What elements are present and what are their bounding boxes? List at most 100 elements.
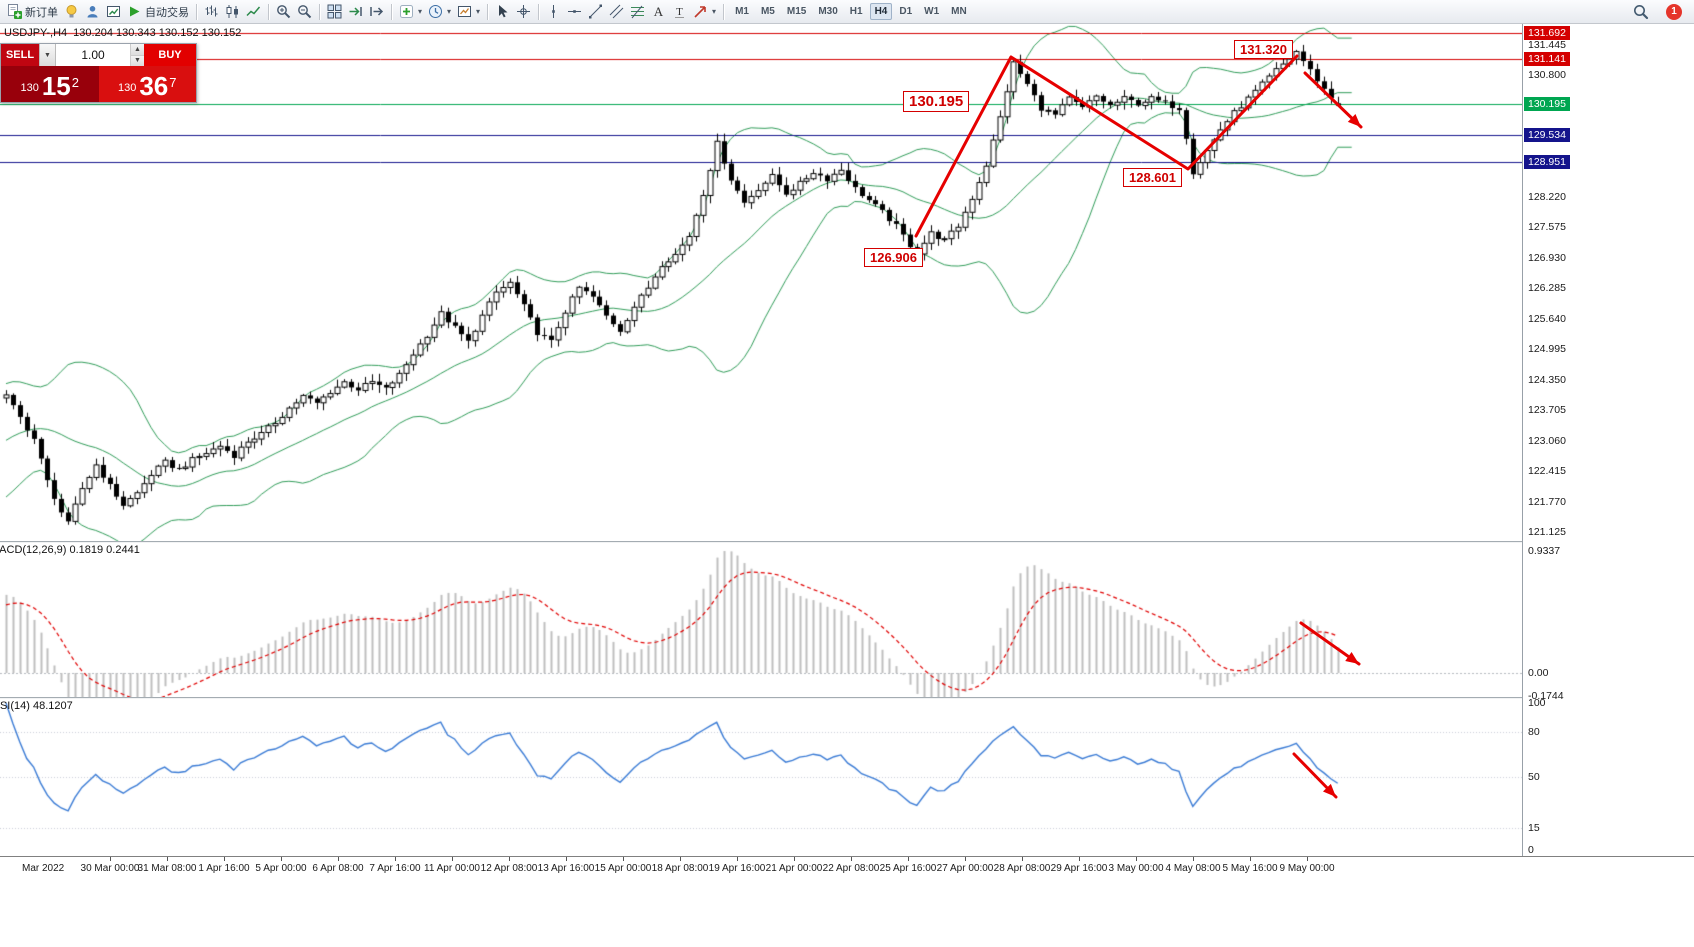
price-annotation-label: 126.906: [864, 248, 923, 268]
price-axis-label: 130.800: [1528, 69, 1566, 82]
cursor-button[interactable]: [492, 2, 513, 22]
time-axis-label: 5 May 16:00: [1222, 863, 1278, 874]
time-axis-label: 12 Apr 08:00: [480, 863, 538, 874]
time-axis-label: 3 May 00:00: [1108, 863, 1164, 874]
line-chart-button[interactable]: [243, 2, 264, 22]
toolbar: 新订单 自动交易: [0, 0, 1694, 24]
rsi-panel-canvas[interactable]: [0, 697, 1522, 856]
new-order-button[interactable]: 新订单: [4, 2, 61, 22]
timeframe-button-h1[interactable]: H1: [849, 6, 863, 17]
svg-text:A: A: [654, 4, 664, 19]
auto-scroll-button[interactable]: [345, 2, 366, 22]
new-chart-button[interactable]: [103, 2, 124, 22]
auto-scroll-icon: [349, 7, 362, 16]
sell-price-prefix: 130: [20, 82, 39, 95]
volume-input[interactable]: 1.00: [56, 44, 130, 66]
timeframe-button-w1[interactable]: W1: [924, 6, 940, 17]
chart-symbol-timeframe: USDJPY-,H4: [4, 27, 68, 39]
vertical-line-button[interactable]: [543, 2, 564, 22]
periods-button[interactable]: ▾: [425, 2, 454, 22]
search-icon: [1634, 4, 1649, 19]
arrows-button[interactable]: ▾: [690, 2, 719, 22]
price-axis-label: 128.220: [1528, 191, 1566, 204]
macd-axis-label: 0.9337: [1528, 545, 1561, 557]
templates-button[interactable]: ▾: [454, 2, 483, 22]
candlestick-chart-icon: [226, 5, 238, 18]
tile-windows-button[interactable]: [324, 2, 345, 22]
trade-panel-price-row: 130 15 2 130 36 7: [1, 66, 196, 102]
price-annotation-label: 128.601: [1123, 168, 1182, 188]
buy-button[interactable]: BUY: [144, 44, 196, 66]
time-axis-tick: [1022, 857, 1023, 861]
chart-shift-button[interactable]: [366, 2, 387, 22]
notification-badge[interactable]: 1: [1666, 3, 1682, 20]
timeframe-button-h4[interactable]: H4: [869, 3, 893, 20]
time-axis-tick: [1136, 857, 1137, 861]
price-axis-label: 127.575: [1528, 221, 1566, 234]
dropdown-caret-icon: ▾: [712, 7, 717, 16]
channel-button[interactable]: [606, 2, 627, 22]
time-axis-tick: [509, 857, 510, 861]
search-button[interactable]: [1630, 2, 1652, 22]
timeframe-button-mn[interactable]: MN: [951, 6, 967, 17]
sell-price[interactable]: 130 15 2: [1, 66, 99, 102]
new-order-label: 新订单: [25, 6, 58, 19]
macd-axis-label: 0.00: [1528, 667, 1549, 679]
crosshair-button[interactable]: [513, 2, 534, 22]
auto-trading-button[interactable]: 自动交易: [124, 2, 192, 22]
chart-shift-icon: [370, 7, 384, 16]
volume-stepper[interactable]: ▲ ▼: [130, 44, 144, 66]
market-watch-button[interactable]: [82, 2, 103, 22]
sell-button[interactable]: SELL: [1, 44, 39, 66]
channel-icon: [609, 4, 624, 19]
time-axis-label: 21 Apr 00:00: [765, 863, 823, 874]
time-axis-label: 28 Apr 08:00: [993, 863, 1051, 874]
timeframe-button-m15[interactable]: M15: [786, 6, 807, 17]
timeframe-toolbar: M1 M5 M15 M30 H1 H4 D1 W1 MN: [730, 3, 972, 20]
stepper-up-icon[interactable]: ▲: [131, 44, 144, 56]
timeframe-button-d1[interactable]: D1: [899, 6, 913, 17]
mql-editor-button[interactable]: [61, 2, 82, 22]
time-axis-label: 4 May 08:00: [1165, 863, 1221, 874]
time-axis-tick: [224, 857, 225, 861]
sell-price-sup: 2: [71, 75, 79, 90]
timeframe-button-m30[interactable]: M30: [818, 6, 838, 17]
fibonacci-button[interactable]: [627, 2, 648, 22]
text-button[interactable]: A: [648, 2, 669, 22]
price-axis-label: 131.445: [1528, 38, 1566, 51]
candlestick-chart-button[interactable]: [222, 2, 243, 22]
timeframe-button-m5[interactable]: M5: [760, 6, 775, 17]
buy-price[interactable]: 130 36 7: [98, 66, 196, 102]
zoom-in-button[interactable]: [273, 2, 294, 22]
indicators-button[interactable]: ▾: [396, 2, 425, 22]
dropdown-caret-icon: ▾: [476, 7, 481, 16]
price-chart-canvas[interactable]: [0, 24, 1522, 541]
volume-dropdown-button[interactable]: ▼: [39, 44, 56, 66]
price-axis-label: 124.995: [1528, 343, 1566, 356]
time-axis-tick: [965, 857, 966, 861]
fibonacci-icon: [631, 5, 645, 19]
macd-label: MACD(12,26,9) 0.1819 0.2441: [0, 544, 140, 556]
sell-price-big: 15: [41, 71, 71, 101]
toolbar-right-area: 1: [1630, 2, 1690, 22]
dropdown-caret-icon: ▼: [44, 51, 51, 59]
time-axis-label: 5 Apr 00:00: [255, 863, 307, 874]
price-axis-tag: 131.692: [1524, 26, 1570, 40]
time-axis-tick: [338, 857, 339, 861]
trendline-button[interactable]: [585, 2, 606, 22]
stepper-down-icon[interactable]: ▼: [131, 55, 144, 66]
time-axis: Mar 2022 30 Mar 00:00 31 Mar 08:00 1 Apr 16…: [0, 856, 1694, 880]
time-axis-label: 25 Apr 16:00: [879, 863, 937, 874]
macd-panel-canvas[interactable]: [0, 541, 1522, 697]
price-axis-tag: 131.141: [1524, 52, 1570, 67]
price-axis-label: 126.930: [1528, 251, 1566, 264]
timeframe-button-m1[interactable]: M1: [735, 6, 749, 17]
horizontal-line-button[interactable]: [564, 2, 585, 22]
text-label-button[interactable]: T: [669, 2, 690, 22]
zoom-out-button[interactable]: [294, 2, 315, 22]
chart-area: USDJPY-,H4 130.204 130.343 130.152 130.15…: [0, 24, 1694, 947]
bar-chart-button[interactable]: [201, 2, 222, 22]
price-axis-tag: 128.951: [1524, 155, 1570, 170]
horizontal-line-icon: [568, 10, 582, 13]
